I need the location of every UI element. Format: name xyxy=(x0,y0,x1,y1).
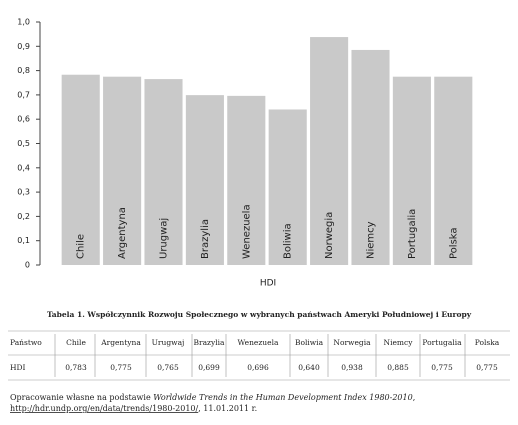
source-line: Opracowanie własne na podstawie Worldwid… xyxy=(10,393,415,402)
bar xyxy=(351,49,390,265)
table-cell: 0,938 xyxy=(341,363,363,372)
bar xyxy=(434,76,473,265)
table-header-cell: Norwegia xyxy=(333,338,371,347)
bar xyxy=(227,95,266,265)
y-tick-label: 0,5 xyxy=(17,139,30,148)
table-header-cell: Polska xyxy=(475,338,500,347)
y-tick-label: 0,8 xyxy=(17,66,30,75)
y-tick-label: 0,7 xyxy=(17,90,30,99)
table-cell: 0,775 xyxy=(476,363,498,372)
bar xyxy=(61,74,100,265)
bar xyxy=(310,37,349,265)
source-link[interactable]: http://hdr.undp.org/en/data/trends/1980-… xyxy=(10,404,199,413)
bar xyxy=(144,79,183,265)
table-header-cell: Niemcy xyxy=(384,338,414,347)
x-tick-label: Polska xyxy=(448,227,459,259)
x-tick-label: Wenezuela xyxy=(241,204,252,259)
table-cell: 0,783 xyxy=(65,363,87,372)
source-title: Worldwide Trends in the Human Developmen… xyxy=(153,393,412,402)
y-tick-label: 0,3 xyxy=(17,188,30,197)
table-cell: 0,765 xyxy=(157,363,179,372)
x-axis-label: HDI xyxy=(260,279,276,289)
x-tick-label: Chile xyxy=(76,234,87,259)
table-cell: 0,885 xyxy=(387,363,409,372)
y-tick-label: 1,0 xyxy=(17,18,30,27)
x-tick-label: Argentyna xyxy=(117,207,128,259)
x-tick-label: Urugwaj xyxy=(159,218,170,259)
x-tick-label: Brazylia xyxy=(200,219,211,259)
table-header-cell: Urugwaj xyxy=(152,338,185,347)
x-tick-label: Norwegia xyxy=(324,212,335,259)
table-header-cell: Portugalia xyxy=(422,338,462,347)
table-header-cell: Wenezuela xyxy=(238,338,279,347)
y-tick-label: 0 xyxy=(25,261,30,270)
table-cell: 0,640 xyxy=(298,363,320,372)
y-tick-label: 0,4 xyxy=(17,163,30,172)
x-tick-label: Boliwia xyxy=(283,223,294,259)
table-header-cell: Chile xyxy=(66,338,86,347)
source-date: , 11.01.2011 r. xyxy=(198,404,257,413)
y-tick-label: 0,6 xyxy=(17,115,30,124)
y-tick-label: 0,9 xyxy=(17,42,30,51)
bar xyxy=(103,76,142,265)
bar xyxy=(268,109,307,265)
table-cell: 0,699 xyxy=(198,363,220,372)
x-tick-label: Portugalia xyxy=(407,209,418,259)
table-header-cell: Boliwia xyxy=(295,338,324,347)
bar xyxy=(392,76,431,265)
table-cell: 0,775 xyxy=(431,363,453,372)
y-tick-label: 0,2 xyxy=(17,212,30,221)
table-title: Tabela 1. Współczynnik Rozwoju Społeczne… xyxy=(47,310,472,319)
source-line-2: http://hdr.undp.org/en/data/trends/1980-… xyxy=(10,404,257,413)
table-cell: 0,775 xyxy=(110,363,132,372)
table-cell: HDI xyxy=(10,363,26,372)
table-header-cell: Państwo xyxy=(10,338,42,347)
bar xyxy=(185,95,224,265)
table-header-cell: Brazylia xyxy=(193,338,225,347)
x-tick-label: Niemcy xyxy=(366,221,377,259)
table-cell: 0,696 xyxy=(247,363,269,372)
source-prefix: Opracowanie własne na podstawie xyxy=(10,393,153,402)
y-tick-label: 0,1 xyxy=(17,236,30,245)
table-header-cell: Argentyna xyxy=(100,338,141,347)
source-comma: , xyxy=(413,393,416,402)
